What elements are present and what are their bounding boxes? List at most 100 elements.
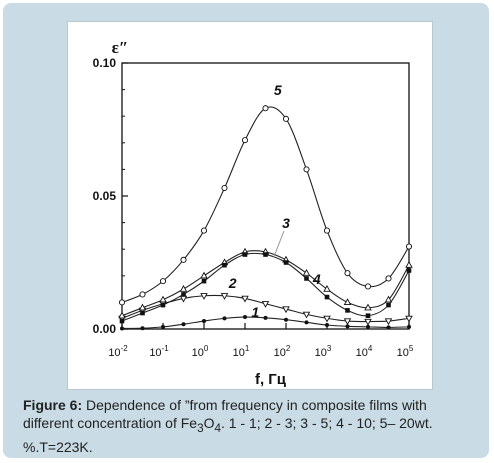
point-triangle-down: [343, 318, 352, 326]
point-triangle-up: [200, 271, 208, 279]
caption-text-b: . 1 - 1; 2 - 3; 3 - 5; 4 - 10; 5– 20wt. …: [23, 415, 433, 455]
series-label-5: 5: [274, 82, 282, 98]
caption-label: Figure 6:: [23, 397, 83, 413]
chart-series-lines: [121, 106, 410, 330]
point-square: [119, 318, 125, 324]
point-circle: [405, 243, 413, 250]
series-label-2: 2: [228, 275, 237, 291]
point-dot: [366, 324, 370, 329]
series-line-5: [121, 106, 410, 303]
point-square: [406, 268, 412, 273]
x-tick-label: 10-1: [149, 344, 169, 359]
y-tick-label: 0.00: [93, 322, 117, 336]
x-tick-label: 104: [356, 344, 373, 359]
figure-caption: Figure 6: Dependence of ”from frequency …: [23, 396, 478, 456]
y-tick-label: 0.05: [93, 189, 117, 203]
point-triangle-down: [323, 315, 331, 323]
point-circle: [159, 278, 167, 285]
point-square: [181, 292, 186, 297]
point-square: [201, 278, 207, 284]
point-dot: [345, 324, 350, 329]
point-triangle-down: [220, 293, 229, 300]
caption-text-a: Dependence of ”from frequency in composi…: [23, 397, 427, 431]
figure-frame: 0.00 0.05 0.10 10-2 10-1 100 101 102 103 104 105 ε″…: [3, 3, 489, 458]
point-square: [386, 302, 391, 308]
point-dot: [263, 315, 268, 320]
point-dot: [202, 319, 206, 324]
point-triangle-up: [364, 303, 372, 311]
point-dot: [243, 315, 247, 320]
chart: 0.00 0.05 0.10 10-2 10-1 100 101 102 103 104 105 ε″…: [93, 38, 414, 388]
point-circle: [303, 166, 310, 173]
point-square: [365, 313, 371, 318]
point-triangle-up: [159, 295, 167, 303]
point-circle: [221, 184, 228, 192]
point-triangle-down: [261, 301, 270, 308]
caption-text-o: O: [203, 415, 215, 431]
point-triangle-up: [384, 295, 393, 303]
point-dot: [222, 316, 227, 321]
point-triangle-down: [200, 293, 208, 300]
point-square: [222, 262, 227, 268]
point-circle: [344, 270, 351, 277]
point-circle: [118, 299, 126, 306]
plot-area-frame: [121, 62, 410, 330]
point-circle: [180, 256, 187, 263]
point-square: [324, 294, 330, 300]
point-dot: [304, 320, 309, 325]
point-triangle-up: [118, 311, 126, 319]
point-triangle-up: [302, 269, 311, 276]
point-triangle-up: [323, 284, 331, 292]
chart-labels: 12 3 4 5: [228, 82, 321, 320]
point-square: [283, 260, 289, 265]
y-axis-label: ε″: [112, 38, 129, 57]
point-square: [160, 302, 166, 308]
chart-series-markers: [118, 105, 413, 331]
x-tick-label: 103: [315, 344, 332, 359]
series-label-4: 4: [312, 271, 321, 287]
point-triangle-up: [405, 261, 413, 268]
point-triangle-down: [384, 318, 393, 326]
point-circle: [282, 115, 290, 122]
point-triangle-up: [179, 284, 188, 292]
x-tick-label: 10-2: [108, 344, 128, 359]
caption-sub-3: 3: [197, 421, 204, 435]
point-dot: [407, 324, 411, 329]
point-circle: [364, 283, 372, 290]
point-square: [140, 310, 145, 316]
point-triangle-up: [138, 303, 147, 311]
caption-sub-4: 4: [214, 421, 221, 435]
point-circle: [200, 227, 208, 234]
series-label-1: 1: [251, 304, 259, 320]
point-triangle-down: [241, 295, 249, 303]
point-triangle-down: [282, 306, 290, 314]
point-circle: [241, 137, 249, 144]
chart-panel: 0.00 0.05 0.10 10-2 10-1 100 101 102 103 104 105 ε″…: [67, 21, 433, 390]
series-label-3: 3: [282, 215, 290, 231]
point-square: [263, 252, 268, 257]
x-tick-label: 100: [192, 344, 209, 359]
point-circle: [385, 275, 392, 282]
x-axis-label: f, Гц: [255, 371, 287, 388]
point-dot: [120, 326, 124, 331]
point-circle: [262, 105, 269, 112]
point-dot: [386, 325, 391, 330]
point-dot: [325, 323, 329, 328]
x-tick-label: 102: [274, 344, 291, 359]
x-tick-label: 101: [233, 344, 250, 359]
point-triangle-up: [343, 298, 352, 306]
point-square: [242, 252, 248, 257]
x-tick-label: 105: [397, 344, 414, 359]
point-square: [304, 276, 309, 281]
point-dot: [284, 317, 288, 322]
point-dot: [161, 324, 165, 329]
point-triangle-down: [302, 311, 311, 319]
point-triangle-down: [405, 315, 413, 323]
point-dot: [140, 326, 145, 331]
series-label-leader-3: [273, 230, 285, 258]
point-circle: [139, 291, 146, 298]
point-dot: [181, 322, 186, 327]
chart-axes: 0.00 0.05 0.10 10-2 10-1 100 101 102 103 104 105 ε″…: [93, 38, 414, 388]
point-triangle-down: [364, 318, 372, 326]
y-tick-label: 0.10: [93, 56, 117, 70]
